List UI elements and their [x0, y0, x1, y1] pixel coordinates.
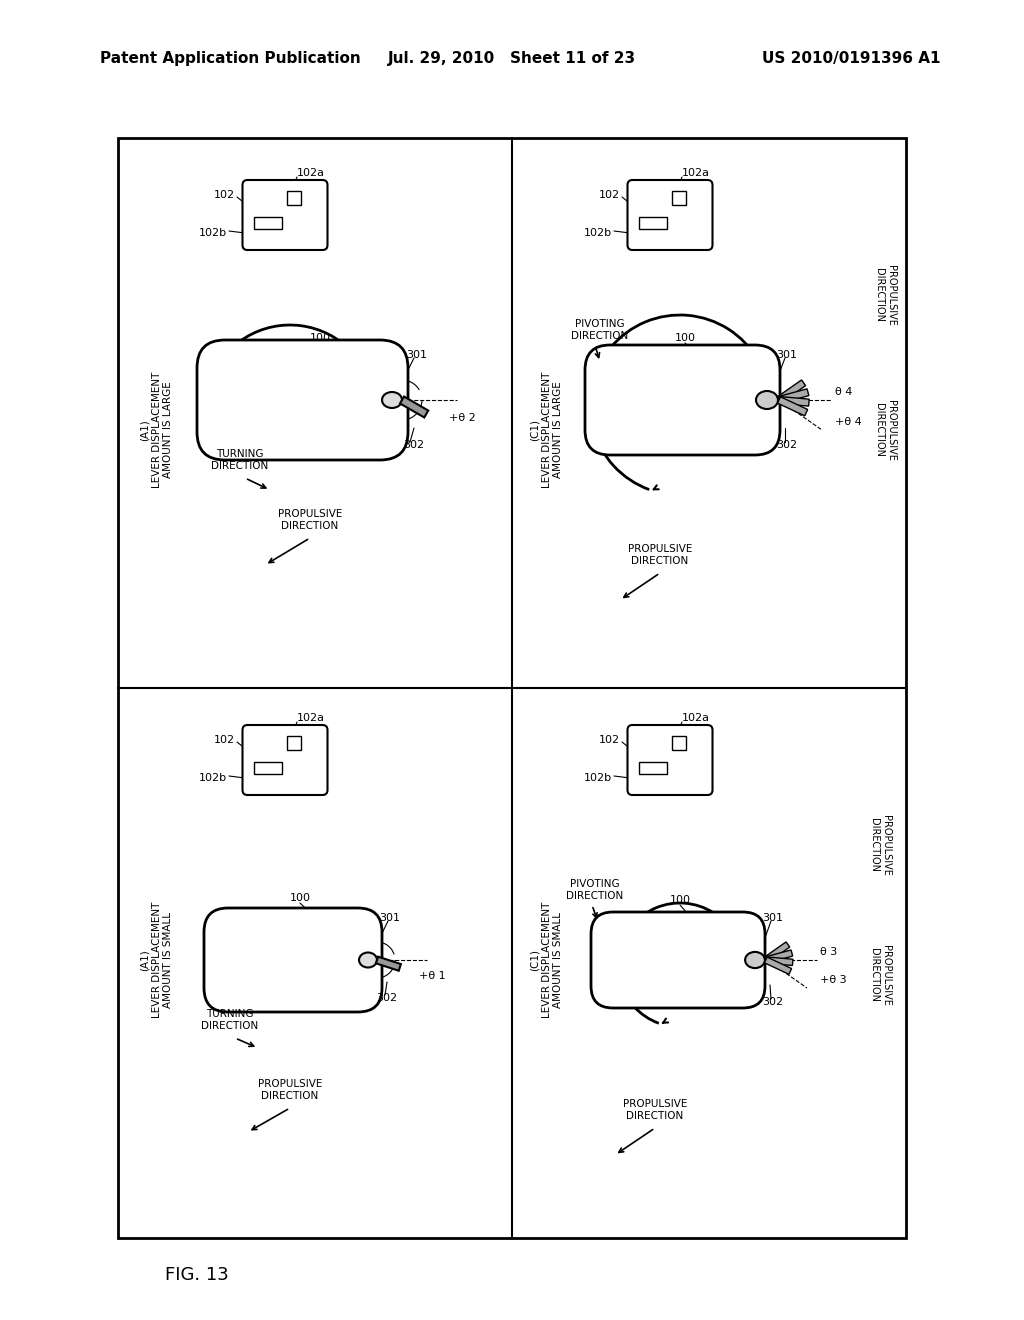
FancyArrow shape	[778, 396, 809, 407]
Text: Jul. 29, 2010   Sheet 11 of 23: Jul. 29, 2010 Sheet 11 of 23	[388, 50, 636, 66]
Text: +θ 3: +θ 3	[820, 975, 847, 985]
Text: +θ 1: +θ 1	[419, 972, 445, 981]
Text: 102b: 102b	[584, 774, 612, 783]
FancyBboxPatch shape	[197, 341, 408, 459]
Text: 102: 102	[599, 190, 620, 201]
Text: 301: 301	[776, 350, 798, 360]
Text: 102a: 102a	[297, 713, 325, 723]
Ellipse shape	[756, 391, 778, 409]
Text: 102b: 102b	[199, 228, 227, 238]
Bar	[118, 139, 906, 1238]
FancyBboxPatch shape	[243, 180, 328, 249]
Text: 100: 100	[309, 333, 331, 343]
Text: PIVOTING
DIRECTION: PIVOTING DIRECTION	[566, 879, 624, 900]
Text: 302: 302	[403, 440, 425, 450]
Text: 102a: 102a	[682, 713, 710, 723]
Text: 102b: 102b	[584, 228, 612, 238]
Text: 100: 100	[290, 894, 310, 903]
Bar	[672, 191, 686, 205]
Text: 102: 102	[599, 735, 620, 744]
Text: 302: 302	[776, 440, 798, 450]
Text: 301: 301	[407, 350, 427, 360]
Text: FIG. 13: FIG. 13	[165, 1266, 228, 1284]
Ellipse shape	[382, 392, 402, 408]
FancyBboxPatch shape	[628, 725, 713, 795]
Text: (A1)
LEVER DISPLACEMENT
AMOUNT IS LARGE: (A1) LEVER DISPLACEMENT AMOUNT IS LARGE	[140, 372, 173, 488]
Text: 301: 301	[763, 913, 783, 923]
Text: 100: 100	[670, 895, 690, 906]
FancyArrow shape	[764, 942, 790, 962]
FancyArrow shape	[765, 957, 792, 974]
FancyArrow shape	[777, 380, 806, 403]
Text: 302: 302	[377, 993, 397, 1003]
Text: US 2010/0191396 A1: US 2010/0191396 A1	[762, 50, 940, 66]
Bar	[672, 737, 686, 750]
Bar	[254, 762, 282, 774]
Text: Patent Application Publication: Patent Application Publication	[100, 50, 360, 66]
Text: θ 3: θ 3	[820, 946, 838, 957]
Text: 102a: 102a	[682, 168, 710, 178]
FancyBboxPatch shape	[243, 725, 328, 795]
Bar	[639, 216, 667, 228]
Text: PROPULSIVE
DIRECTION: PROPULSIVE DIRECTION	[869, 814, 891, 875]
FancyArrow shape	[777, 397, 808, 416]
Text: PROPULSIVE
DIRECTION: PROPULSIVE DIRECTION	[874, 264, 896, 326]
FancyArrow shape	[400, 396, 428, 417]
Text: PROPULSIVE
DIRECTION: PROPULSIVE DIRECTION	[869, 945, 891, 1006]
Bar	[639, 762, 667, 774]
Text: 100: 100	[675, 333, 695, 343]
FancyBboxPatch shape	[628, 180, 713, 249]
Bar	[287, 191, 301, 205]
Text: 102: 102	[214, 735, 234, 744]
Text: PROPULSIVE
DIRECTION: PROPULSIVE DIRECTION	[258, 1080, 323, 1101]
Text: 301: 301	[380, 913, 400, 923]
Ellipse shape	[359, 953, 377, 968]
FancyBboxPatch shape	[585, 345, 780, 455]
Text: +θ 2: +θ 2	[449, 413, 476, 422]
Text: (A1)
LEVER DISPLACEMENT
AMOUNT IS SMALL: (A1) LEVER DISPLACEMENT AMOUNT IS SMALL	[140, 902, 173, 1018]
FancyBboxPatch shape	[591, 912, 765, 1008]
Text: (C1)
LEVER DISPLACEMENT
AMOUNT IS LARGE: (C1) LEVER DISPLACEMENT AMOUNT IS LARGE	[530, 372, 563, 488]
Text: TURNING
DIRECTION: TURNING DIRECTION	[211, 449, 268, 471]
FancyArrow shape	[765, 950, 793, 964]
Text: PROPULSIVE
DIRECTION: PROPULSIVE DIRECTION	[623, 1100, 687, 1121]
Bar	[287, 737, 301, 750]
Text: 102: 102	[214, 190, 234, 201]
Text: PROPULSIVE
DIRECTION: PROPULSIVE DIRECTION	[874, 400, 896, 461]
Text: (C1)
LEVER DISPLACEMENT
AMOUNT IS SMALL: (C1) LEVER DISPLACEMENT AMOUNT IS SMALL	[530, 902, 563, 1018]
Text: 102b: 102b	[199, 774, 227, 783]
Text: PROPULSIVE
DIRECTION: PROPULSIVE DIRECTION	[278, 510, 342, 531]
Ellipse shape	[745, 952, 765, 968]
FancyArrow shape	[766, 957, 793, 965]
FancyArrow shape	[778, 389, 809, 404]
Bar	[254, 216, 282, 228]
Text: PROPULSIVE
DIRECTION: PROPULSIVE DIRECTION	[628, 544, 692, 566]
Text: 302: 302	[763, 997, 783, 1007]
Text: TURNING
DIRECTION: TURNING DIRECTION	[202, 1010, 259, 1031]
Text: 102a: 102a	[297, 168, 325, 178]
Text: PIVOTING
DIRECTION: PIVOTING DIRECTION	[571, 319, 629, 341]
FancyBboxPatch shape	[204, 908, 382, 1012]
Text: +θ 4: +θ 4	[835, 417, 862, 426]
FancyArrow shape	[376, 957, 401, 970]
Text: θ 4: θ 4	[835, 387, 852, 397]
